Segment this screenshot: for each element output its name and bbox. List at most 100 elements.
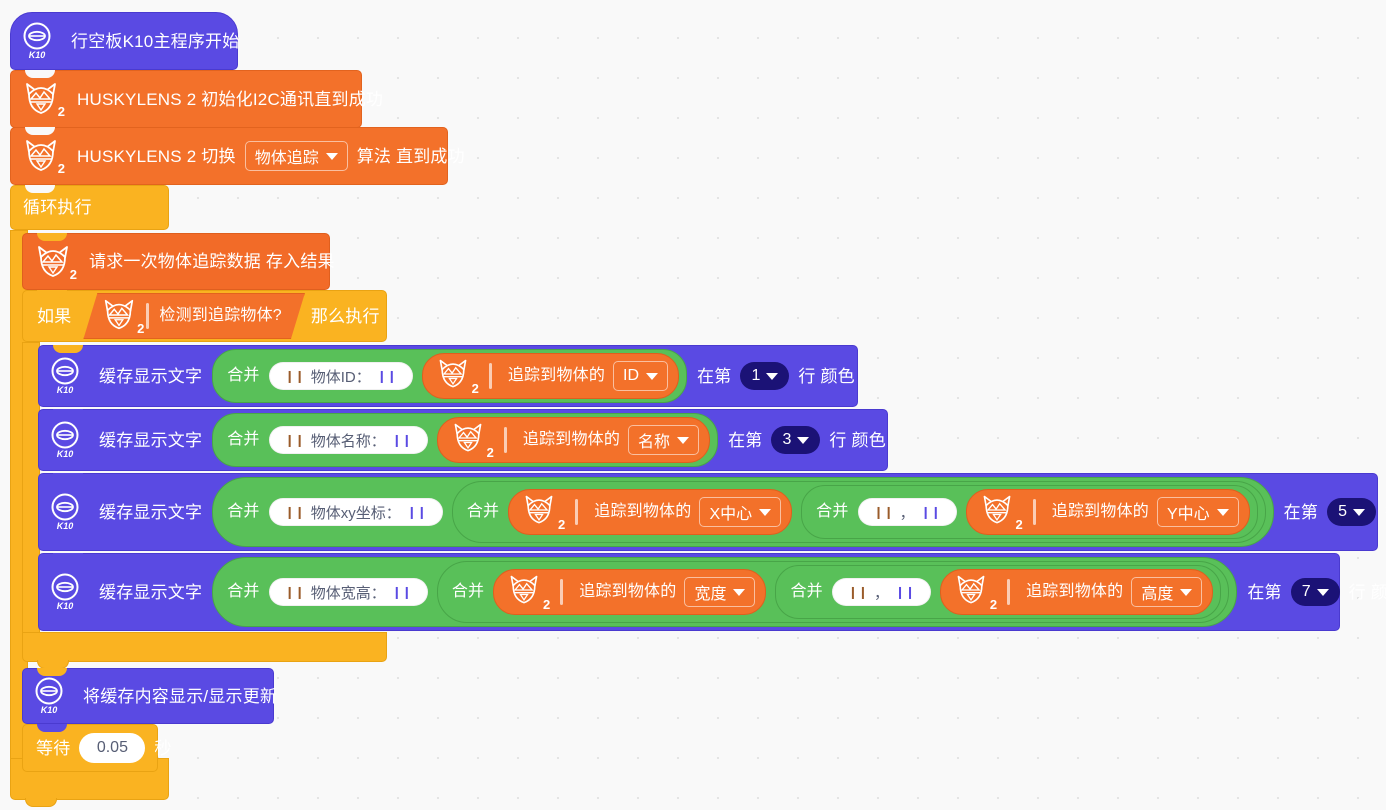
huskylens-badge: 2: [137, 321, 145, 336]
block-join-3-outer[interactable]: 合并 ❙❙ 物体xy坐标： ❙❙ 合并: [212, 477, 1274, 547]
switch-algorithm-label-pre: HUSKYLENS 2 切换: [77, 146, 236, 166]
wait-seconds-input[interactable]: 0.05: [79, 733, 146, 763]
wait-label-pre: 等待: [36, 738, 71, 758]
tracked-value-dropdown-2[interactable]: 名称: [628, 425, 700, 455]
huskylens-badge: 2: [543, 597, 551, 612]
at-line-label: 在第: [697, 366, 732, 386]
tracked-value-dropdown-height[interactable]: 高度: [1131, 577, 1203, 607]
separator-input-3[interactable]: ❙❙ ， ❙❙: [857, 498, 957, 526]
chevron-down-icon: [325, 152, 338, 160]
tracked-value-dropdown-y[interactable]: Y中心: [1156, 497, 1239, 527]
join-label-2: 合并: [466, 503, 500, 520]
line-number-2-value: 3: [782, 431, 792, 448]
separator-input-3-value: ，: [899, 504, 915, 522]
svg-text:K10: K10: [41, 705, 58, 715]
huskylens-badge: 2: [558, 517, 566, 532]
separator-input-4[interactable]: ❙❙ ， ❙❙: [831, 578, 932, 606]
tracked-value-dropdown-x[interactable]: X中心: [699, 497, 782, 527]
block-huskylens-tracked-value-2[interactable]: 2 追踪到物体的 名称: [436, 417, 711, 463]
line-color-label: 行 颜色: [1385, 504, 1386, 521]
if-block-header[interactable]: 如果 2 检测到追踪物体?: [22, 290, 387, 342]
hat-block-k10-start[interactable]: K10 行空板K10主程序开始: [10, 12, 240, 70]
block-huskylens-switch-algorithm[interactable]: 2 HUSKYLENS 2 切换 物体追踪 算法 直到成功: [10, 127, 465, 185]
block-show-buffer-update[interactable]: K10 将缓存内容显示/显示更新: [22, 668, 277, 724]
tracked-value-dropdown-width[interactable]: 宽度: [684, 577, 756, 607]
block-wait-seconds[interactable]: 等待 0.05 秒: [22, 724, 171, 772]
block-cache-display-text-row-1[interactable]: K10 缓存显示文字 合并 ❙❙ 物体ID： ❙❙: [38, 345, 858, 407]
k10-icon: K10: [47, 573, 83, 611]
text-input-2[interactable]: ❙❙ 物体名称： ❙❙: [268, 426, 428, 454]
chevron-down-icon: [1316, 588, 1329, 596]
tracked-value-dropdown-x-value: X中心: [709, 506, 753, 523]
svg-text:K10: K10: [57, 385, 74, 395]
quote-close-icon: ❙❙: [391, 433, 412, 447]
block-join-4-middle[interactable]: 合并 2 追踪到物体的: [436, 561, 1230, 623]
wait-seconds-value: 0.05: [96, 739, 128, 756]
block-huskylens-tracked-value-x[interactable]: 2 追踪到物体的 X中心: [508, 489, 793, 535]
quote-open-icon: ❙❙: [284, 369, 305, 383]
quote-close-icon: ❙❙: [376, 369, 397, 383]
quote-open-icon: ❙❙: [284, 585, 305, 599]
block-huskylens-tracked-value-1[interactable]: 2 追踪到物体的 ID: [421, 353, 680, 399]
separator-input-4-value: ，: [873, 584, 889, 602]
join-label-3: 合并: [816, 503, 849, 520]
quote-close-icon: ❙❙: [391, 585, 412, 599]
block-join-3-inner[interactable]: 合并 ❙❙ ， ❙❙: [801, 485, 1258, 539]
tracked-value-label: 追踪到物体的: [594, 503, 692, 520]
quote-open-icon: ❙❙: [284, 433, 305, 447]
hat-block-label: 行空板K10主程序开始: [71, 31, 240, 51]
block-huskylens-detect-tracked-object[interactable]: 2 检测到追踪物体?: [83, 293, 305, 339]
line-number-dropdown-4[interactable]: 7: [1290, 578, 1340, 606]
cache-display-text-label: 缓存显示文字: [99, 582, 203, 602]
huskylens-icon: 2: [979, 492, 1023, 532]
k10-icon: K10: [19, 22, 55, 60]
tracked-value-dropdown-1-value: ID: [623, 367, 640, 384]
svg-text:K10: K10: [29, 50, 46, 60]
tracked-value-label: 追踪到物体的: [1026, 583, 1124, 600]
line-number-1-value: 1: [751, 367, 761, 384]
block-huskylens-tracked-value-height[interactable]: 2 追踪到物体的 高度: [940, 569, 1214, 615]
block-huskylens-tracked-value-width[interactable]: 2 追踪到物体的 宽度: [493, 569, 767, 615]
tracked-value-dropdown-2-value: 名称: [638, 434, 671, 451]
block-join-2[interactable]: 合并 ❙❙ 物体名称： ❙❙ 2 追踪到物体的: [212, 413, 719, 467]
chevron-down-icon: [766, 372, 779, 380]
join-label: 合并: [227, 431, 260, 448]
cache-display-text-label: 缓存显示文字: [99, 366, 203, 386]
at-line-label: 在第: [1283, 502, 1319, 522]
tracked-value-label: 追踪到物体的: [507, 367, 606, 384]
algorithm-dropdown-value: 物体追踪: [254, 150, 319, 167]
line-color-label: 行 颜色: [829, 430, 886, 450]
tracked-value-dropdown-1[interactable]: ID: [613, 361, 669, 391]
line-number-dropdown-2[interactable]: 3: [771, 426, 821, 454]
quote-open-icon: ❙❙: [873, 505, 894, 519]
text-input-4[interactable]: ❙❙ 物体宽高： ❙❙: [268, 578, 428, 606]
block-huskylens-tracked-value-y[interactable]: 2 追踪到物体的 Y中心: [965, 489, 1250, 535]
if-condition-slot[interactable]: 2 检测到追踪物体?: [83, 293, 305, 339]
block-forever-loop[interactable]: 循环执行: [10, 185, 169, 807]
block-join-4-inner[interactable]: 合并 ❙❙ ， ❙❙: [775, 565, 1222, 619]
at-line-label: 在第: [1247, 582, 1282, 602]
text-input-3[interactable]: ❙❙ 物体xy坐标： ❙❙: [268, 498, 443, 526]
svg-text:K10: K10: [57, 521, 74, 531]
line-number-dropdown-1[interactable]: 1: [740, 362, 790, 390]
join-label: 合并: [227, 583, 260, 600]
block-join-4-outer[interactable]: 合并 ❙❙ 物体宽高： ❙❙ 合并: [212, 557, 1238, 627]
line-number-dropdown-3[interactable]: 5: [1327, 498, 1376, 526]
text-input-1[interactable]: ❙❙ 物体ID： ❙❙: [268, 362, 413, 390]
block-if-then[interactable]: 如果 2 检测到追踪物体?: [22, 290, 387, 669]
block-join-1[interactable]: 合并 ❙❙ 物体ID： ❙❙ 2 追踪到物体的: [212, 349, 688, 403]
block-huskylens-request-data[interactable]: 2 请求一次物体追踪数据 存入结果: [22, 233, 335, 290]
line-number-3-value: 5: [1338, 503, 1347, 520]
quote-open-icon: ❙❙: [284, 505, 305, 519]
block-cache-display-text-row-4[interactable]: K10 缓存显示文字 合并 ❙❙ 物体宽高： ❙❙ 合并: [38, 553, 1386, 631]
block-join-3-middle[interactable]: 合并 2 追踪到物体的: [451, 481, 1266, 543]
block-cache-display-text-row-3[interactable]: K10 缓存显示文字 合并 ❙❙ 物体xy坐标： ❙❙ 合并: [38, 473, 1386, 551]
forever-loop-header[interactable]: 循环执行: [10, 185, 169, 230]
block-cache-display-text-row-2[interactable]: K10 缓存显示文字 合并 ❙❙ 物体名称： ❙❙: [38, 409, 888, 471]
join-label-2: 合并: [451, 583, 485, 600]
block-huskylens-init-i2c[interactable]: 2 HUSKYLENS 2 初始化I2C通讯直到成功: [10, 70, 383, 128]
k10-icon: K10: [47, 493, 83, 531]
huskylens-icon: 2: [21, 136, 65, 176]
algorithm-dropdown[interactable]: 物体追踪: [244, 141, 348, 171]
